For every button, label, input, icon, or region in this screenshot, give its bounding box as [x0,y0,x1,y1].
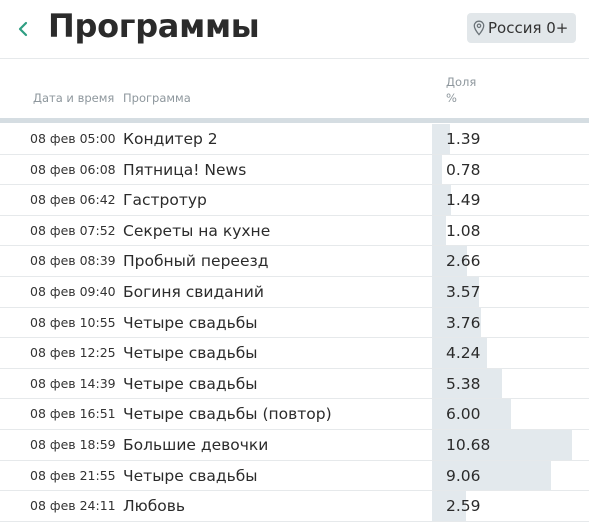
table-row[interactable]: 08 фев 06:42 Гастротур 1.49 [0,185,589,216]
row-share: 1.08 [446,221,481,240]
row-share: 9.06 [446,466,481,485]
table-row[interactable]: 08 фев 14:39 Четыре свадьбы 5.38 [0,368,589,400]
row-datetime: 08 фев 14:39 [30,375,116,391]
row-program: Секреты на кухне [123,221,271,240]
table-row[interactable]: 08 фев 05:00 Кондитер 2 1.39 [0,124,589,155]
share-bar [432,185,451,215]
row-share: 5.38 [446,374,481,393]
row-share: 0.78 [446,160,481,179]
row-datetime: 08 фев 12:25 [30,345,116,361]
column-header-datetime[interactable]: Дата и время [33,91,115,105]
header-divider [0,58,589,59]
share-bar [432,338,487,368]
row-share: 2.59 [446,497,481,516]
back-button[interactable] [14,14,34,44]
row-datetime: 08 фев 24:11 [30,498,116,514]
table-row[interactable]: 08 фев 08:39 Пробный переезд 2.66 [0,246,589,277]
share-bar [432,429,572,460]
row-program: Гастротур [123,191,207,210]
region-label: Россия 0+ [488,19,569,37]
row-share: 3.57 [446,282,481,301]
page-title: Программы [48,7,260,45]
row-program: Большие девочки [123,435,269,454]
row-share: 1.39 [446,130,481,148]
table-row[interactable]: 08 фев 12:25 Четыре свадьбы 4.24 [0,338,589,369]
row-program: Пробный переезд [123,252,269,271]
row-datetime: 08 фев 18:59 [30,436,116,452]
row-program: Четыре свадьбы [123,344,258,363]
table-row[interactable]: 08 фев 21:55 Четыре свадьбы 9.06 [0,460,589,492]
share-bar [432,307,481,338]
row-datetime: 08 фев 09:40 [30,283,116,299]
row-program: Четыре свадьбы [123,313,258,332]
table-row[interactable]: 08 фев 09:40 Богиня свиданий 3.57 [0,276,589,308]
column-header-share[interactable]: Доля % [446,75,477,105]
share-bar [432,215,446,246]
row-datetime: 08 фев 06:08 [30,161,116,177]
share-bar [432,276,479,307]
row-datetime: 08 фев 06:42 [30,192,116,208]
row-share: 2.66 [446,252,481,271]
share-bar [432,368,502,399]
row-program: Четыре свадьбы [123,374,258,393]
page-header: Программы Россия 0+ [0,0,589,58]
row-datetime: 08 фев 05:00 [30,131,116,146]
share-bar [432,124,450,154]
row-share: 6.00 [446,405,481,424]
table-row[interactable]: 08 фев 10:55 Четыре свадьбы 3.76 [0,307,589,339]
row-share: 4.24 [446,344,481,363]
row-share: 10.68 [446,435,491,454]
table-header-divider [0,118,589,123]
table-row[interactable]: 08 фев 07:52 Секреты на кухне 1.08 [0,215,589,247]
row-datetime: 08 фев 21:55 [30,467,116,483]
share-bar [432,154,442,185]
table-row[interactable]: 08 фев 06:08 Пятница! News 0.78 [0,154,589,186]
row-datetime: 08 фев 08:39 [30,253,116,269]
row-datetime: 08 фев 16:51 [30,406,116,422]
row-program: Богиня свиданий [123,282,264,301]
row-program: Кондитер 2 [123,130,218,148]
row-datetime: 08 фев 10:55 [30,314,116,330]
row-share: 1.49 [446,191,481,210]
table-row[interactable]: 08 фев 24:11 Любовь 2.59 [0,491,589,522]
table-row[interactable]: 08 фев 16:51 Четыре свадьбы (повтор) 6.00 [0,399,589,430]
row-program: Любовь [123,497,186,516]
share-bar [432,246,467,276]
location-pin-icon [473,20,485,36]
share-bar [432,399,511,429]
chevron-left-icon [18,21,28,37]
row-program: Четыре свадьбы (повтор) [123,405,332,424]
row-program: Пятница! News [123,160,247,179]
region-selector-button[interactable]: Россия 0+ [467,13,577,43]
programs-table: 08 фев 05:00 Кондитер 2 1.39 08 фев 06:08 Пя… [0,124,589,522]
column-header-program[interactable]: Программа [123,91,191,105]
row-share: 3.76 [446,313,481,332]
share-bar [432,460,551,491]
row-datetime: 08 фев 07:52 [30,222,116,238]
table-row[interactable]: 08 фев 18:59 Большие девочки 10.68 [0,429,589,461]
row-program: Четыре свадьбы [123,466,258,485]
share-bar [432,491,466,521]
